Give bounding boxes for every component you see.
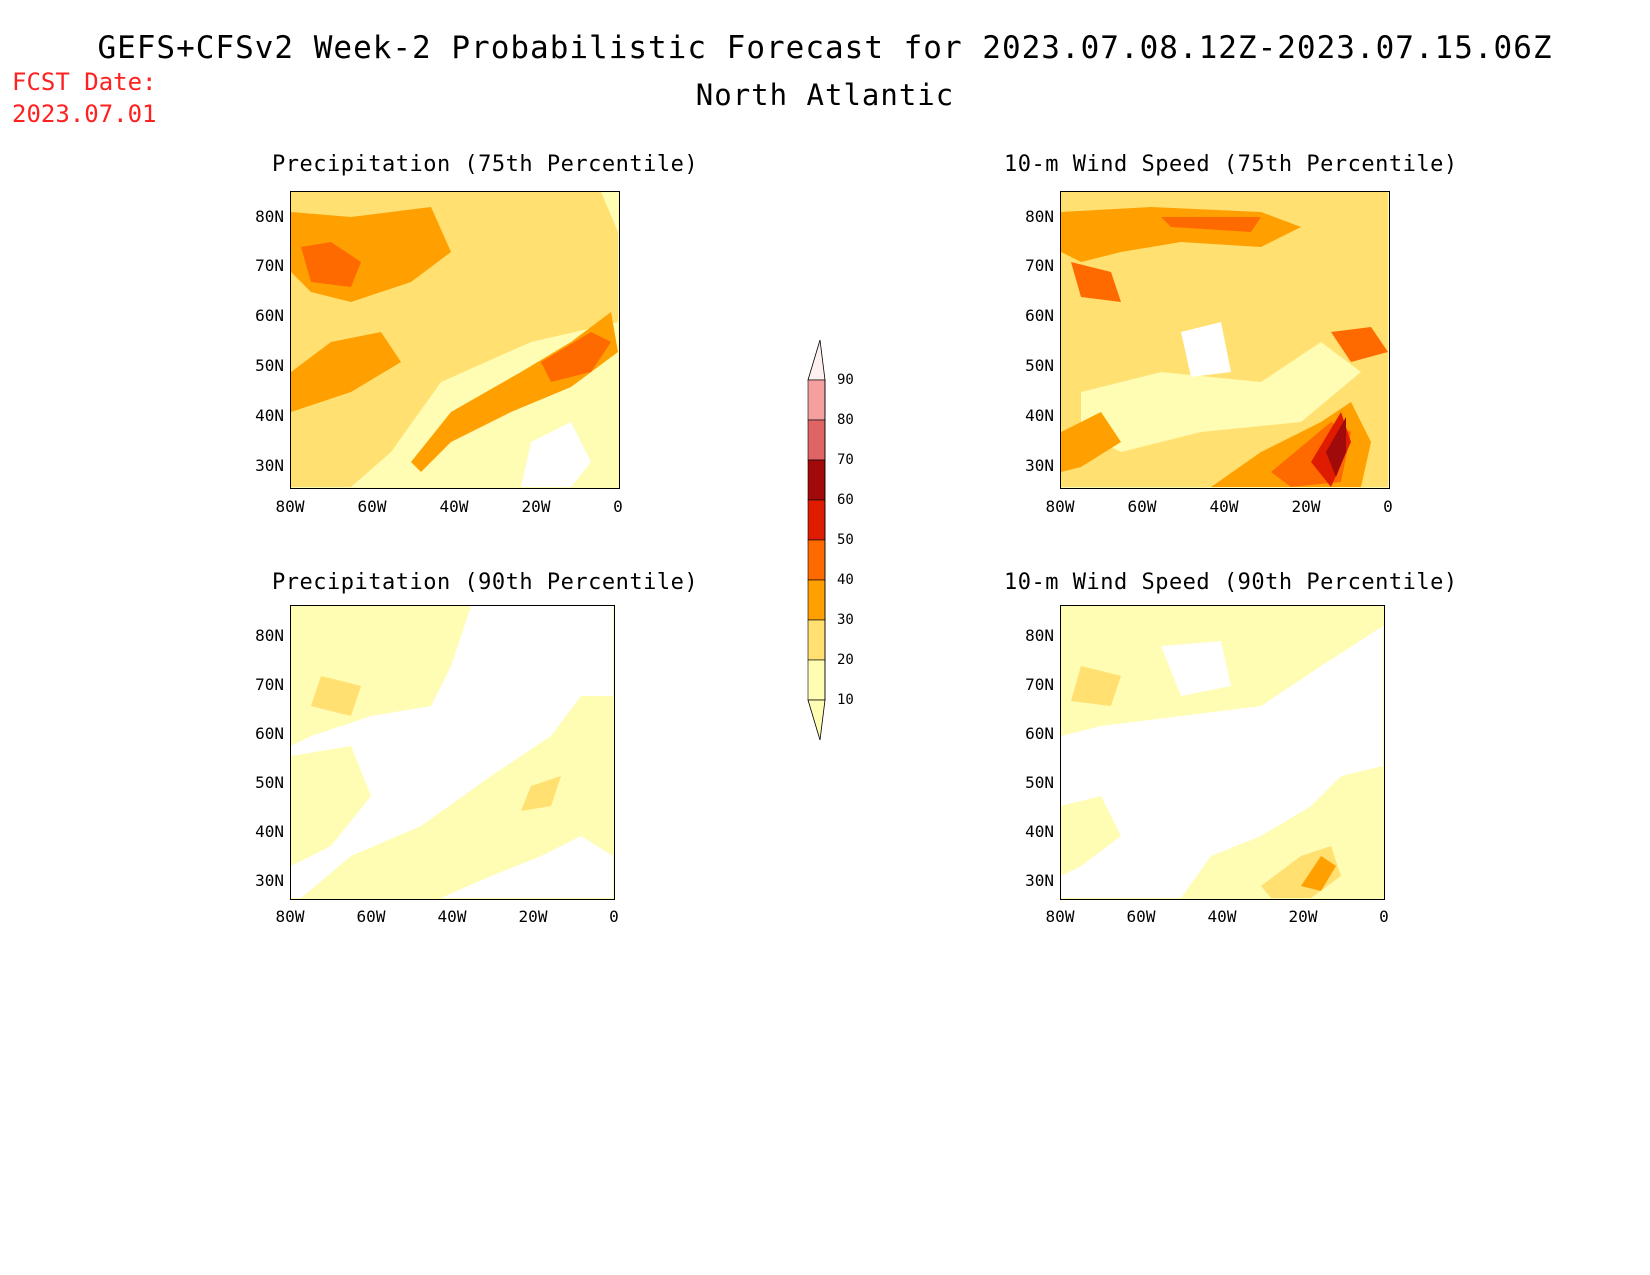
colorbar-segment: [807, 579, 826, 621]
lon-label: 0: [613, 497, 623, 516]
map-precip-75-fill: [291, 192, 618, 487]
lat-label: 30N: [1025, 871, 1054, 890]
lon-label: 40W: [439, 497, 469, 516]
lat-label: 80N: [255, 207, 284, 226]
lat-label: 30N: [255, 871, 284, 890]
lat-label: 70N: [255, 256, 284, 275]
colorbar-segment: [807, 379, 826, 421]
lat-label: 30N: [1025, 456, 1054, 475]
lon-label: 0: [609, 907, 619, 926]
fcst-date-label: FCST Date:: [12, 68, 157, 96]
lon-label: 80W: [1045, 497, 1075, 516]
lat-label: 60N: [1025, 306, 1054, 325]
lat-label: 70N: [1025, 256, 1054, 275]
lat-label: 80N: [255, 626, 284, 645]
lat-label: 60N: [1025, 724, 1054, 743]
lat-label: 70N: [255, 675, 284, 694]
panel-title-wind-90: 10-m Wind Speed (90th Percentile): [1004, 570, 1458, 595]
lat-label: 50N: [1025, 356, 1054, 375]
lat-label: 80N: [1025, 207, 1054, 226]
panel-title-precip-75: Precipitation (75th Percentile): [272, 152, 699, 177]
lat-label: 60N: [255, 306, 284, 325]
lon-label: 40W: [437, 907, 467, 926]
map-precip-90: [290, 605, 615, 900]
legend-label: 20: [837, 652, 854, 668]
lon-label: 60W: [357, 497, 387, 516]
map-wind-75: [1060, 191, 1390, 489]
lon-label: 80W: [1045, 907, 1075, 926]
lat-label: 80N: [1025, 626, 1054, 645]
map-wind-90-fill: [1061, 606, 1383, 898]
lat-label: 40N: [1025, 822, 1054, 841]
lon-label: 20W: [1291, 497, 1321, 516]
legend-label: 30: [837, 612, 854, 628]
legend-label: 60: [837, 492, 854, 508]
lon-label: 80W: [275, 497, 305, 516]
lon-label: 0: [1379, 907, 1389, 926]
map-precip-90-fill: [291, 606, 613, 898]
legend-label: 40: [837, 572, 854, 588]
lat-label: 40N: [1025, 406, 1054, 425]
colorbar-segment: [807, 619, 826, 661]
legend-label: 90: [837, 372, 854, 388]
lon-label: 20W: [518, 907, 548, 926]
lat-label: 60N: [255, 724, 284, 743]
lon-label: 40W: [1209, 497, 1239, 516]
colorbar-segment: [807, 419, 826, 461]
lon-label: 80W: [275, 907, 305, 926]
lat-label: 40N: [255, 822, 284, 841]
lon-label: 60W: [356, 907, 386, 926]
colorbar-segment: [807, 499, 826, 541]
colorbar-svg: [807, 339, 826, 741]
lon-label: 20W: [1288, 907, 1318, 926]
lon-label: 60W: [1127, 497, 1157, 516]
lat-label: 50N: [255, 773, 284, 792]
lon-label: 0: [1383, 497, 1393, 516]
lat-label: 40N: [255, 406, 284, 425]
region-subtitle: North Atlantic: [695, 78, 955, 112]
legend-label: 10: [837, 692, 854, 708]
lon-label: 60W: [1126, 907, 1156, 926]
colorbar: [795, 330, 855, 750]
map-wind-90: [1060, 605, 1385, 900]
panel-title-precip-90: Precipitation (90th Percentile): [272, 570, 699, 595]
colorbar-segment: [807, 539, 826, 581]
colorbar-segment: [807, 459, 826, 501]
lat-label: 30N: [255, 456, 284, 475]
map-precip-75: [290, 191, 620, 489]
colorbar-segment: [807, 659, 826, 701]
main-title: GEFS+CFSv2 Week-2 Probabilistic Forecast…: [97, 30, 1553, 66]
legend-label: 80: [837, 412, 854, 428]
lat-label: 50N: [255, 356, 284, 375]
map-wind-75-fill: [1061, 192, 1388, 487]
lon-label: 40W: [1207, 907, 1237, 926]
legend-label: 50: [837, 532, 854, 548]
fcst-date-value: 2023.07.01: [12, 100, 157, 128]
lon-label: 20W: [521, 497, 551, 516]
panel-title-wind-75: 10-m Wind Speed (75th Percentile): [1004, 152, 1458, 177]
lat-label: 70N: [1025, 675, 1054, 694]
lat-label: 50N: [1025, 773, 1054, 792]
legend-label: 70: [837, 452, 854, 468]
